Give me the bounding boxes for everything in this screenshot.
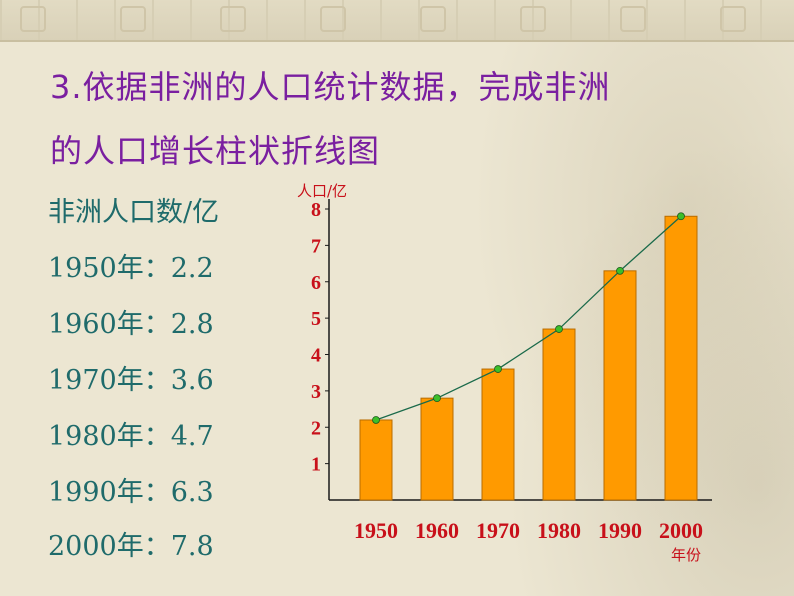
y-tick-label: 3 bbox=[311, 381, 321, 403]
y-tick-label: 4 bbox=[311, 345, 321, 367]
y-tick-label: 8 bbox=[311, 199, 321, 221]
y-tick-label: 1 bbox=[311, 454, 321, 476]
trend-line bbox=[375, 215, 682, 421]
data-row-1950: 1950年：2.2 bbox=[48, 253, 214, 284]
x-tick-label: 2000 bbox=[659, 518, 703, 543]
x-axis-label: 年份 bbox=[671, 546, 701, 564]
x-tick-label: 1960 bbox=[415, 518, 459, 543]
data-row-1980: 1980年：4.7 bbox=[48, 421, 214, 452]
data-row-1960: 1960年：2.8 bbox=[48, 309, 214, 340]
data-row-1970: 1970年：3.6 bbox=[48, 365, 214, 396]
border-ornament bbox=[320, 6, 346, 32]
border-ornament bbox=[220, 6, 246, 32]
point-2000 bbox=[677, 212, 685, 221]
bar-2000 bbox=[664, 215, 698, 501]
border-ornament bbox=[720, 6, 746, 32]
y-tick-label: 2 bbox=[311, 417, 321, 439]
y-tick-label: 5 bbox=[311, 308, 321, 330]
y-tick-label: 7 bbox=[311, 235, 321, 257]
border-ornament bbox=[620, 6, 646, 32]
x-tick-label: 1950 bbox=[354, 518, 398, 543]
y-tick-label: 6 bbox=[311, 272, 321, 294]
border-ornament bbox=[120, 6, 146, 32]
data-row-1990: 1990年：6.3 bbox=[48, 477, 214, 508]
decorative-border bbox=[0, 0, 794, 42]
heading-line-2: 的人口增长柱状折线图 bbox=[50, 132, 381, 170]
border-ornament bbox=[20, 6, 46, 32]
bar-1960 bbox=[420, 397, 454, 501]
heading-line-1: 3.依据非洲的人口统计数据，完成非洲 bbox=[50, 68, 611, 106]
data-row-2000: 2000年：7.8 bbox=[48, 531, 214, 562]
bar-1980 bbox=[542, 328, 576, 501]
bar-1970 bbox=[481, 368, 515, 501]
x-tick-label: 1990 bbox=[598, 518, 642, 543]
data-list-header: 非洲人口数/亿 bbox=[48, 197, 220, 228]
border-ornament bbox=[420, 6, 446, 32]
point-1970 bbox=[494, 365, 502, 373]
y-axis-label: 人口/亿 bbox=[297, 182, 347, 200]
point-1980 bbox=[555, 325, 563, 333]
x-tick-label: 1970 bbox=[476, 518, 520, 543]
border-ornament bbox=[520, 6, 546, 32]
bar-1990 bbox=[603, 270, 637, 501]
point-1990 bbox=[616, 266, 624, 275]
x-tick-label: 1980 bbox=[537, 518, 581, 543]
point-1960 bbox=[433, 394, 441, 403]
point-1950 bbox=[372, 416, 380, 424]
bar-1950 bbox=[359, 419, 393, 501]
